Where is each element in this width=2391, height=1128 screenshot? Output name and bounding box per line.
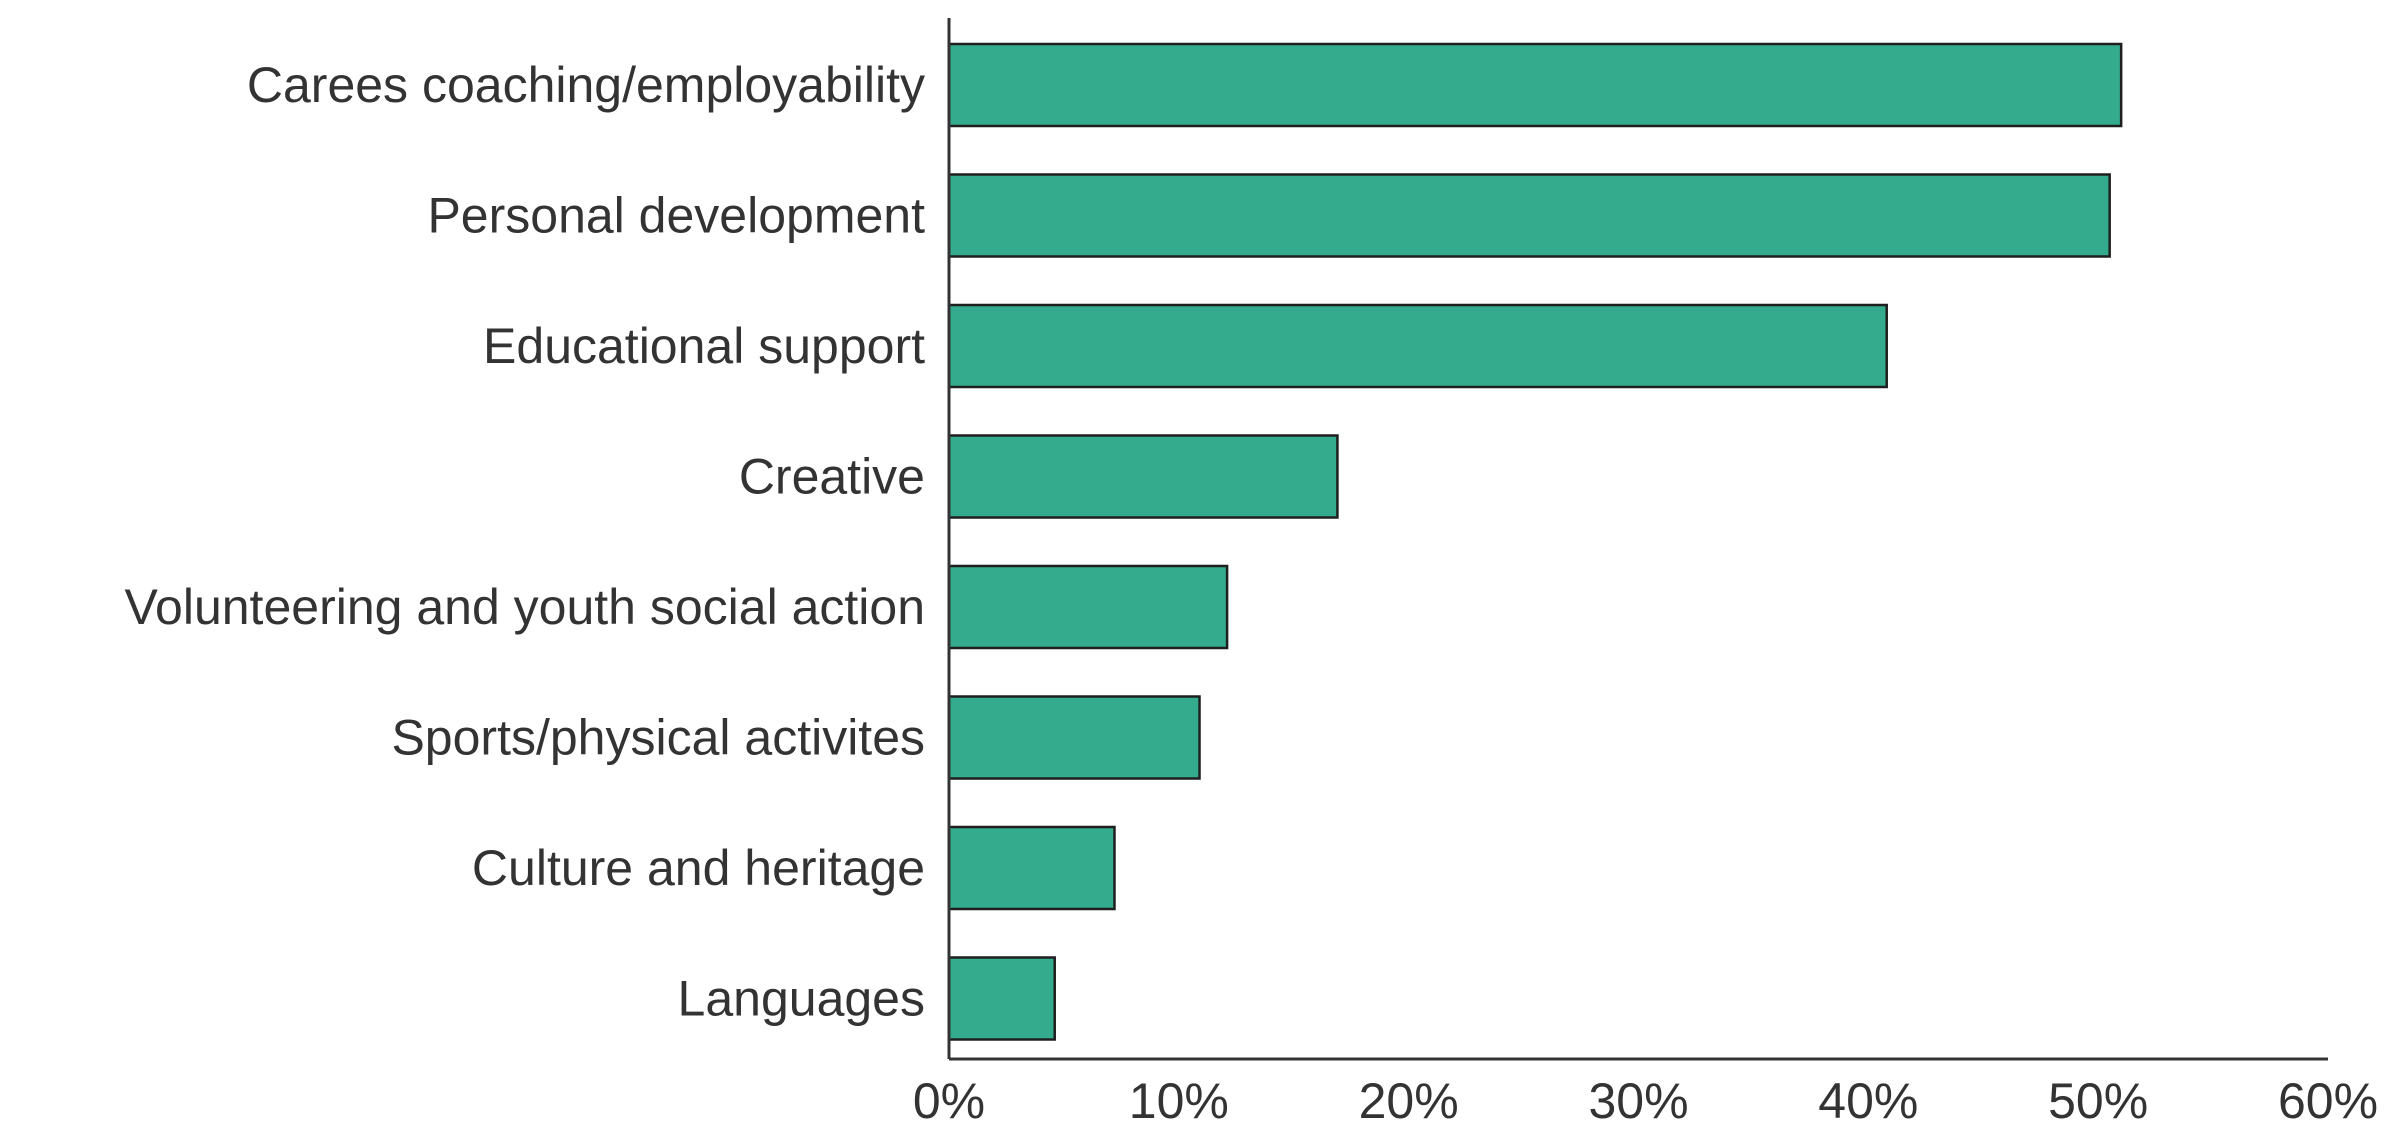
bar-3 <box>947 434 1339 519</box>
category-labels: Carees coaching/employability Personal de… <box>124 57 925 1027</box>
category-label-4: Volunteering and youth social action <box>124 579 925 635</box>
bar-5 <box>947 695 1201 780</box>
x-tick-label-4: 40% <box>1818 1073 1918 1128</box>
x-tick-label-3: 30% <box>1588 1073 1688 1128</box>
category-label-3: Creative <box>739 449 925 505</box>
x-tick-label-5: 50% <box>2048 1073 2148 1128</box>
category-label-1: Personal development <box>427 188 925 244</box>
category-label-0: Carees coaching/employability <box>247 57 925 113</box>
x-axis-ticks: 0% 10% 20% 30% 40% 50% 60% <box>913 1073 2378 1128</box>
bar-0 <box>947 42 2123 128</box>
bar-1 <box>947 173 2111 258</box>
bar-7 <box>947 956 1056 1041</box>
category-label-2: Educational support <box>483 318 925 374</box>
bar-6 <box>947 825 1116 911</box>
bars-layer <box>947 42 2123 1041</box>
x-tick-label-6: 60% <box>2278 1073 2378 1128</box>
x-tick-label-1: 10% <box>1129 1073 1229 1128</box>
category-label-6: Culture and heritage <box>472 840 925 896</box>
bar-2 <box>947 303 1888 389</box>
bar-4 <box>947 564 1229 650</box>
category-label-5: Sports/physical activites <box>391 710 925 766</box>
x-tick-label-0: 0% <box>913 1073 985 1128</box>
category-label-7: Languages <box>678 971 925 1027</box>
x-tick-label-2: 20% <box>1359 1073 1459 1128</box>
